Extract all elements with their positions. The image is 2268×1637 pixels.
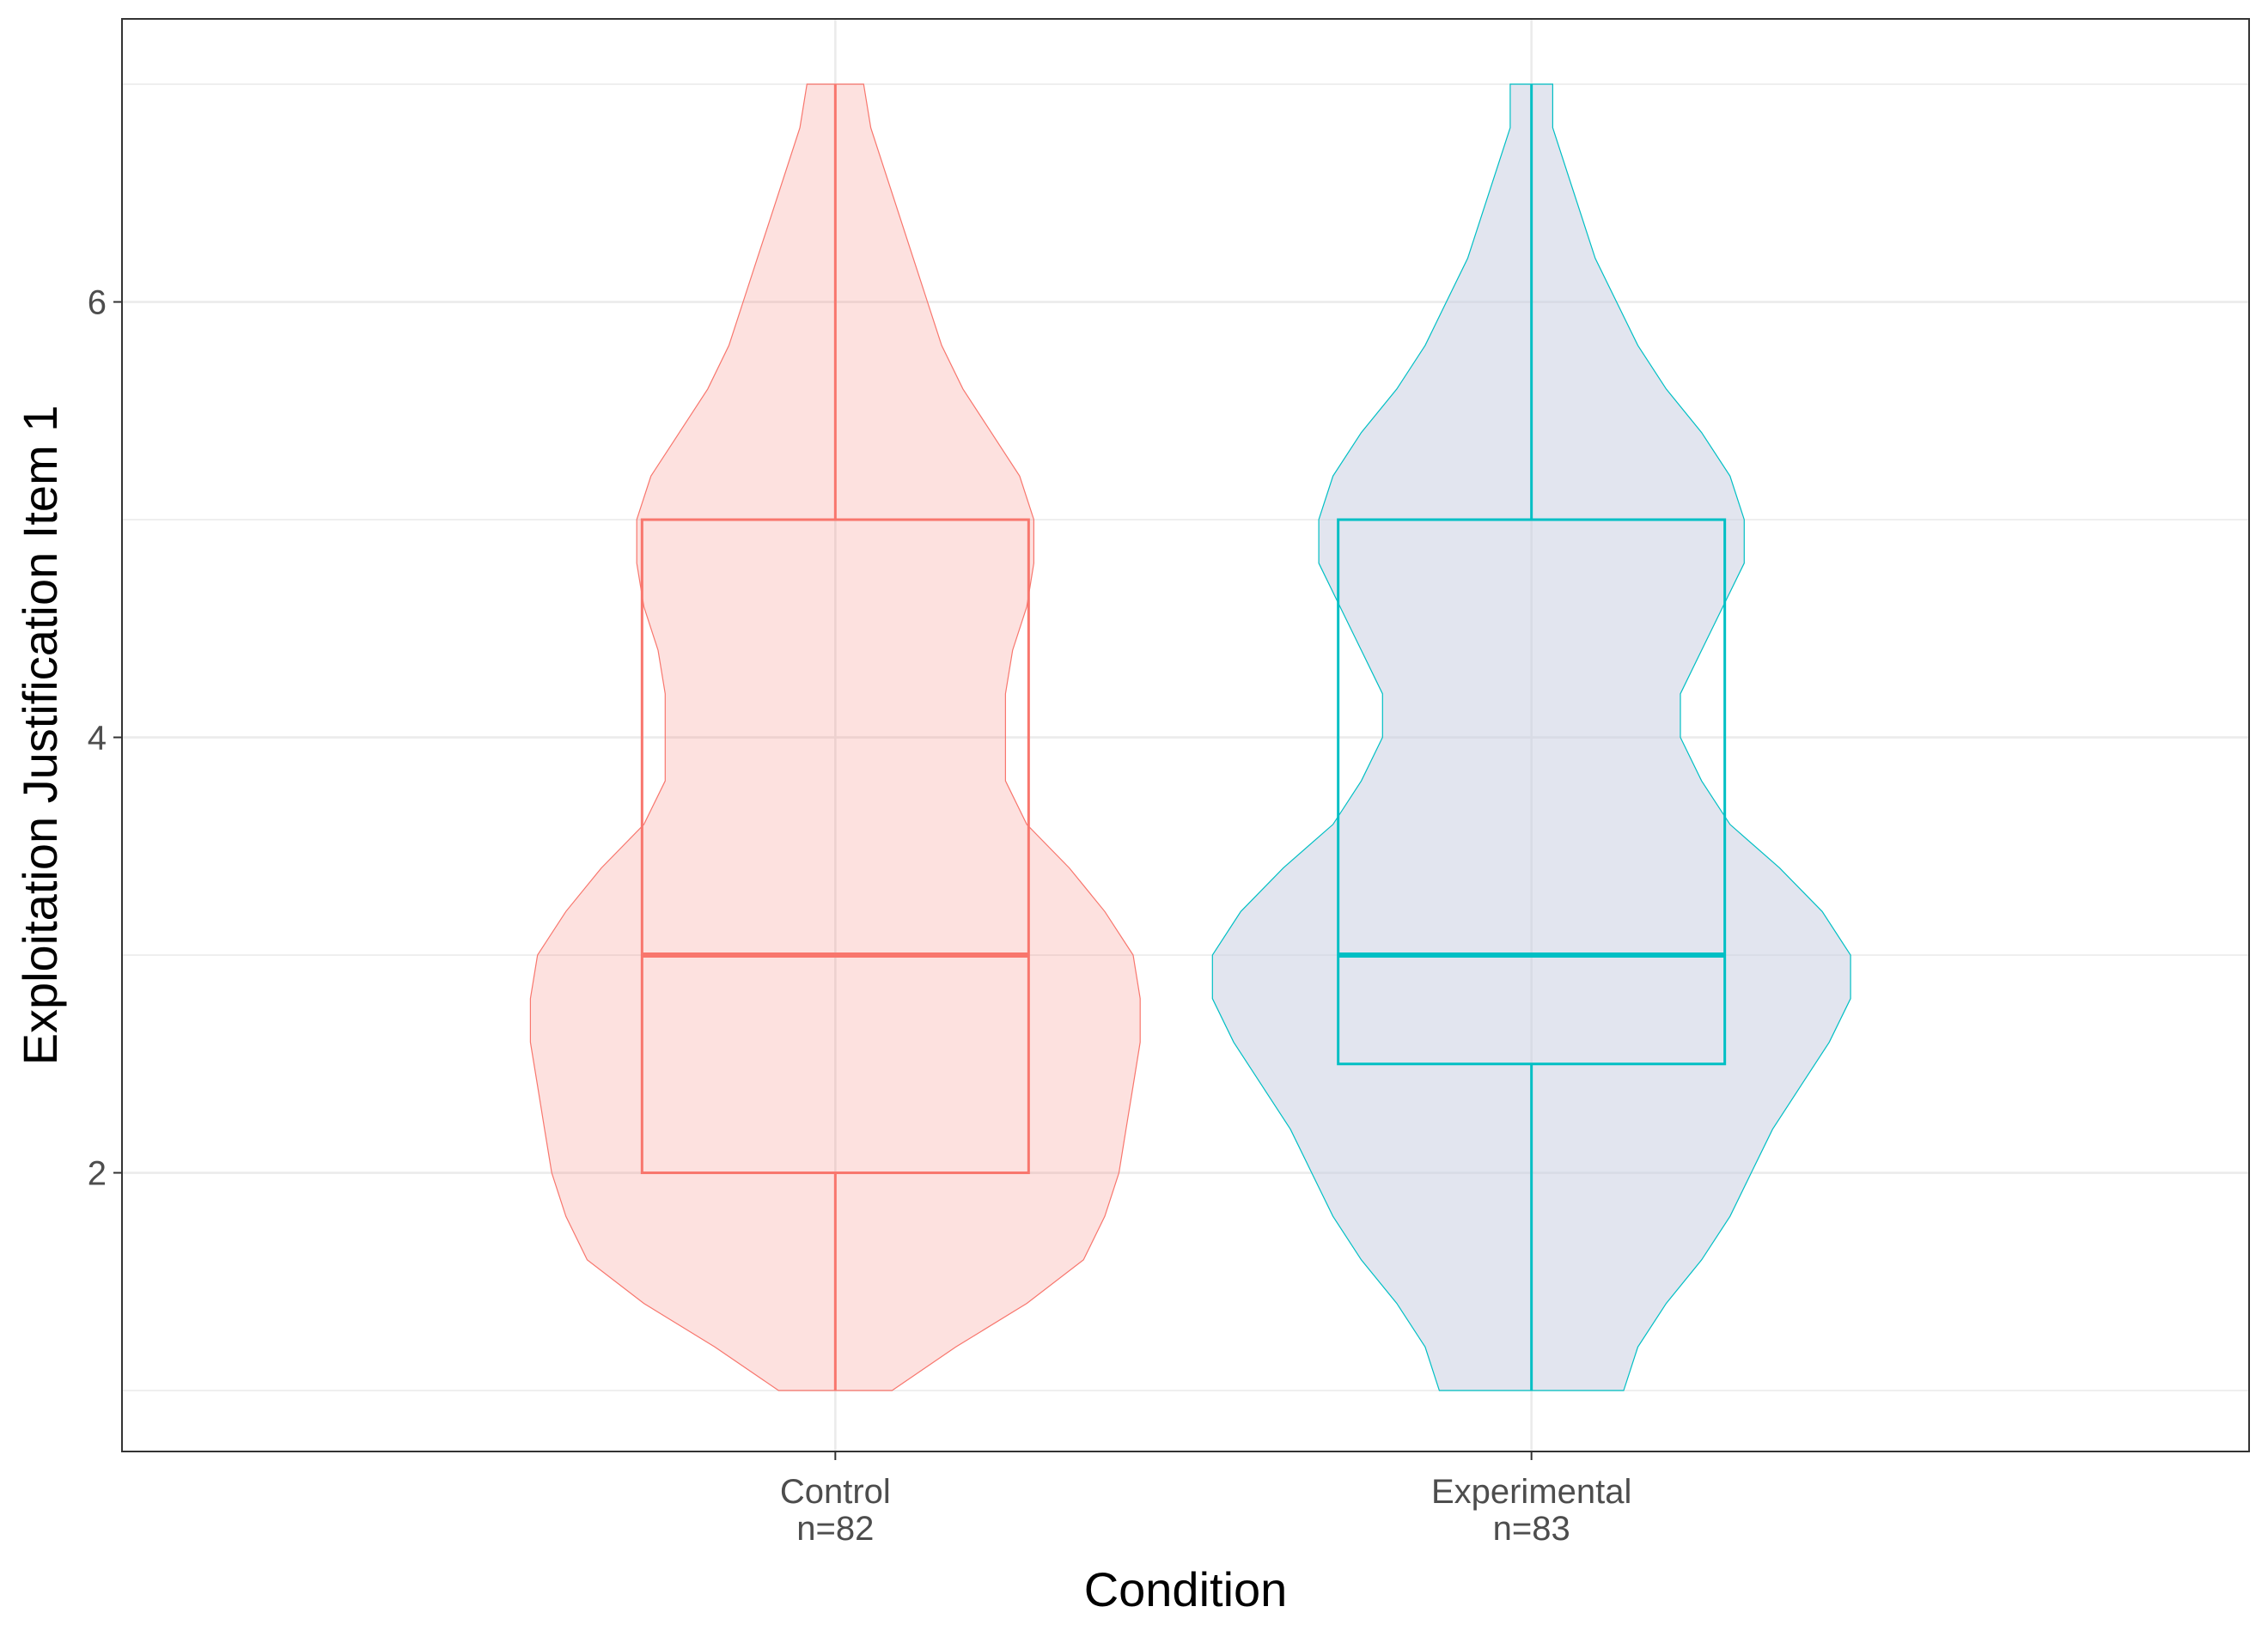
y-tick-label: 2 [88,1155,107,1193]
y-axis-title: Exploitation Justification Item 1 [13,405,67,1066]
box-experimental [1337,518,1727,1066]
panel-border [121,18,2250,1452]
boxplots [640,84,1727,1391]
x-axis-title: Condition [1084,1562,1288,1616]
x-tick-n-label: n=83 [1493,1510,1570,1548]
y-axis: 2 4 6 [88,284,122,1193]
box-control [640,518,1030,1175]
x-tick-label: Control [780,1473,891,1511]
violin-control [529,83,1141,1391]
y-tick-label: 6 [88,284,107,322]
x-tick-label: Experimental [1431,1473,1631,1511]
y-tick-label: 4 [88,720,107,758]
x-tick-n-label: n=82 [796,1510,874,1548]
